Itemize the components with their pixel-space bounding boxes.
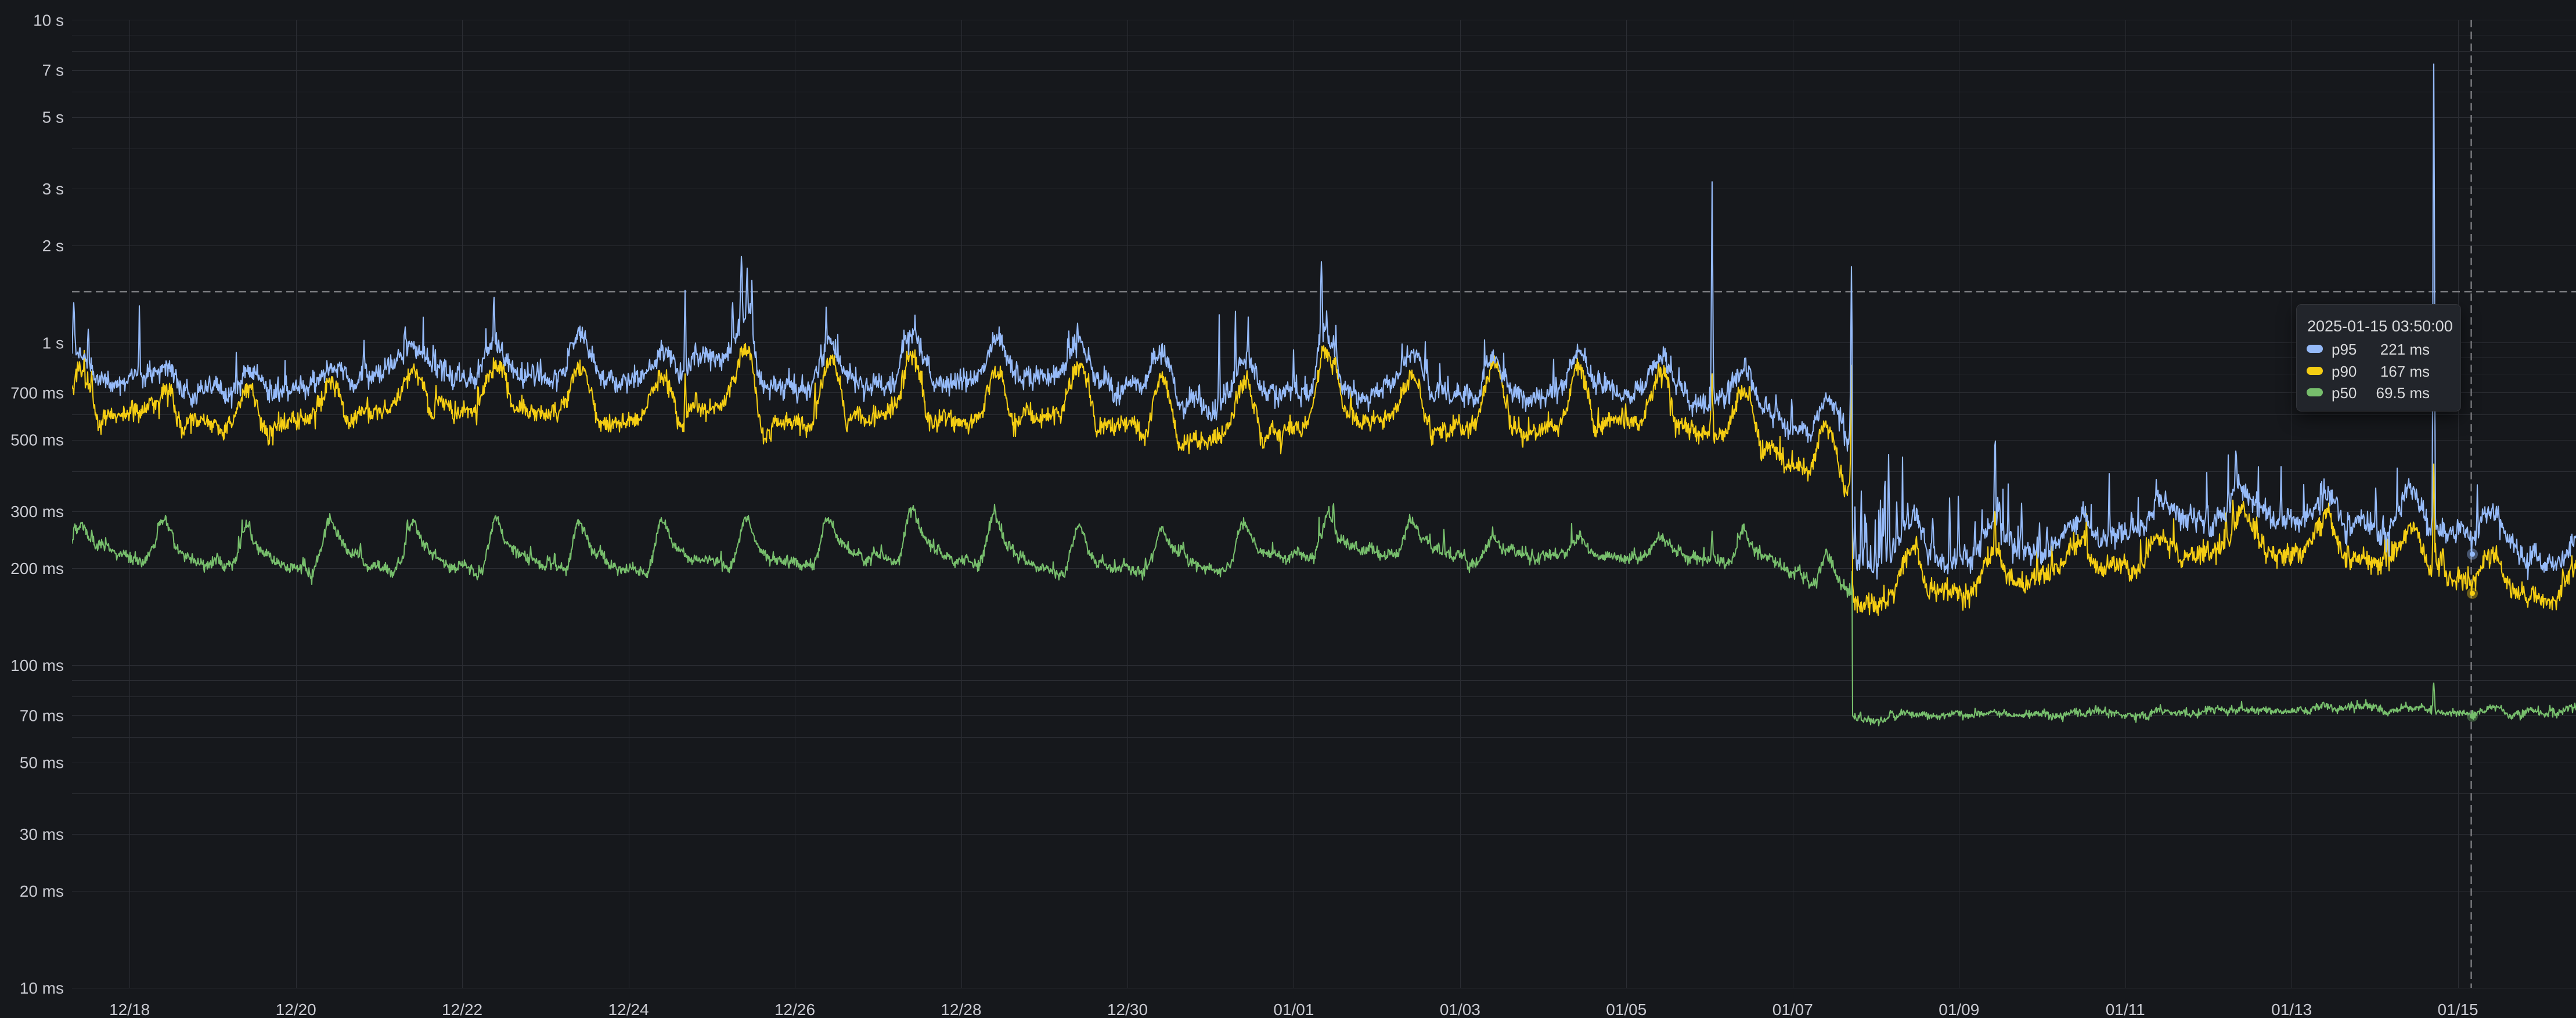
svg-text:01/03: 01/03: [1440, 1001, 1480, 1018]
svg-text:2 s: 2 s: [42, 237, 64, 255]
svg-text:100 ms: 100 ms: [10, 656, 64, 674]
svg-text:12/22: 12/22: [442, 1001, 482, 1018]
svg-text:01/15: 01/15: [2438, 1001, 2478, 1018]
svg-text:01/11: 01/11: [2106, 1001, 2145, 1018]
svg-text:200 ms: 200 ms: [10, 559, 64, 577]
svg-text:01/07: 01/07: [1772, 1001, 1813, 1018]
svg-text:3 s: 3 s: [42, 180, 64, 198]
svg-text:12/30: 12/30: [1107, 1001, 1148, 1018]
svg-text:12/28: 12/28: [941, 1001, 981, 1018]
svg-text:01/09: 01/09: [1939, 1001, 1979, 1018]
svg-text:12/18: 12/18: [109, 1001, 150, 1018]
svg-text:01/01: 01/01: [1273, 1001, 1314, 1018]
svg-text:01/13: 01/13: [2271, 1001, 2312, 1018]
svg-text:500 ms: 500 ms: [10, 431, 64, 449]
svg-text:10 s: 10 s: [33, 11, 64, 29]
svg-text:01/05: 01/05: [1606, 1001, 1647, 1018]
svg-text:10 ms: 10 ms: [20, 979, 64, 997]
svg-text:7 s: 7 s: [42, 62, 64, 80]
svg-text:300 ms: 300 ms: [10, 503, 64, 521]
svg-text:12/20: 12/20: [276, 1001, 316, 1018]
svg-text:12/24: 12/24: [608, 1001, 649, 1018]
svg-text:20 ms: 20 ms: [20, 882, 64, 900]
svg-text:5 s: 5 s: [42, 109, 64, 127]
svg-text:1 s: 1 s: [42, 334, 64, 352]
svg-text:30 ms: 30 ms: [20, 825, 64, 843]
svg-text:70 ms: 70 ms: [20, 706, 64, 724]
svg-text:50 ms: 50 ms: [20, 754, 64, 772]
svg-text:12/26: 12/26: [774, 1001, 815, 1018]
svg-text:700 ms: 700 ms: [10, 384, 64, 402]
